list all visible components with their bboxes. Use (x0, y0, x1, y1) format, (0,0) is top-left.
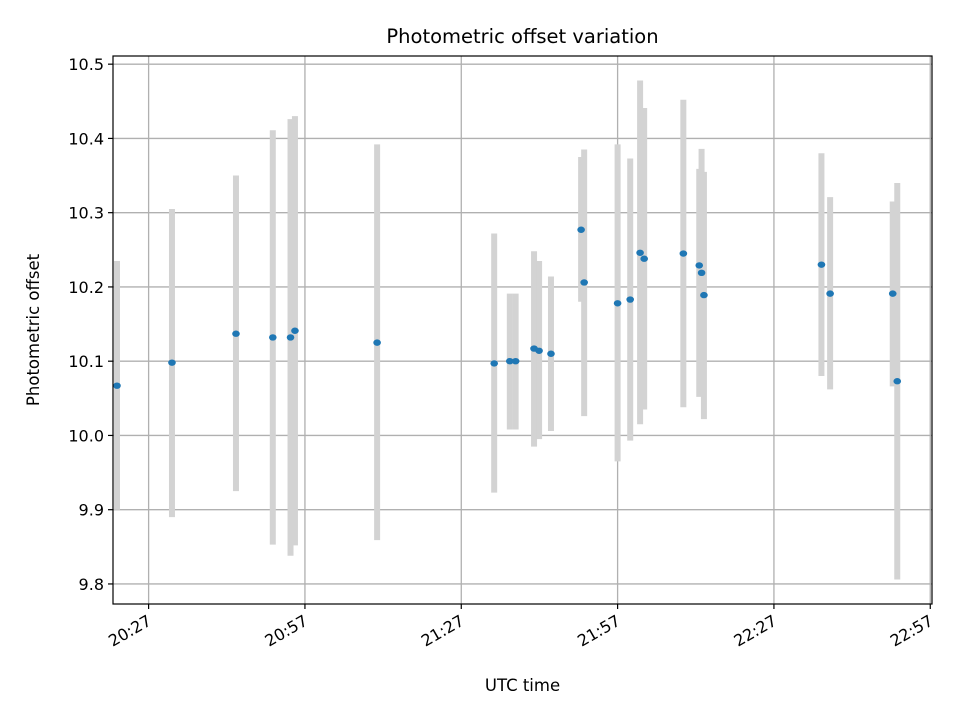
data-point (511, 357, 520, 365)
x-axis-title: UTC time (485, 676, 560, 695)
data-point (700, 291, 708, 299)
data-point (817, 261, 826, 268)
data-point (679, 250, 688, 257)
data-point (636, 249, 644, 256)
y-tick-label: 10.1 (68, 352, 104, 371)
data-point (626, 296, 634, 303)
data-point (286, 334, 295, 341)
data-point (640, 255, 648, 262)
data-point (232, 330, 240, 337)
chart-title: Photometric offset variation (386, 25, 658, 48)
data-point (613, 300, 622, 307)
plot-frame (112, 55, 933, 605)
y-axis-ticks: 9.8 9.9 10.0 10.1 10.2 10.3 10.4 10.5 (68, 55, 113, 594)
grid-lines (113, 56, 932, 604)
y-tick-label: 9.9 (79, 501, 104, 520)
data-point (893, 378, 902, 385)
data-point (506, 357, 514, 365)
data-point (373, 339, 381, 346)
data-points (113, 226, 902, 389)
data-point (490, 360, 498, 367)
data-point (888, 290, 897, 297)
data-point (168, 359, 176, 366)
data-point (113, 382, 121, 389)
y-axis-title: Photometric offset (24, 253, 43, 406)
data-point (577, 226, 585, 233)
y-tick-label: 9.8 (79, 575, 104, 594)
data-point (826, 290, 834, 297)
data-point (547, 350, 555, 357)
y-tick-label: 10.4 (68, 129, 104, 148)
data-point (269, 334, 277, 341)
data-point (291, 327, 299, 334)
data-point (535, 347, 543, 354)
data-point (697, 269, 706, 277)
y-tick-label: 10.2 (68, 278, 104, 297)
data-point (695, 262, 704, 269)
data-point (580, 279, 588, 286)
y-tick-label: 10.0 (68, 426, 104, 445)
y-tick-label: 10.5 (68, 55, 104, 74)
y-tick-label: 10.3 (68, 204, 104, 223)
